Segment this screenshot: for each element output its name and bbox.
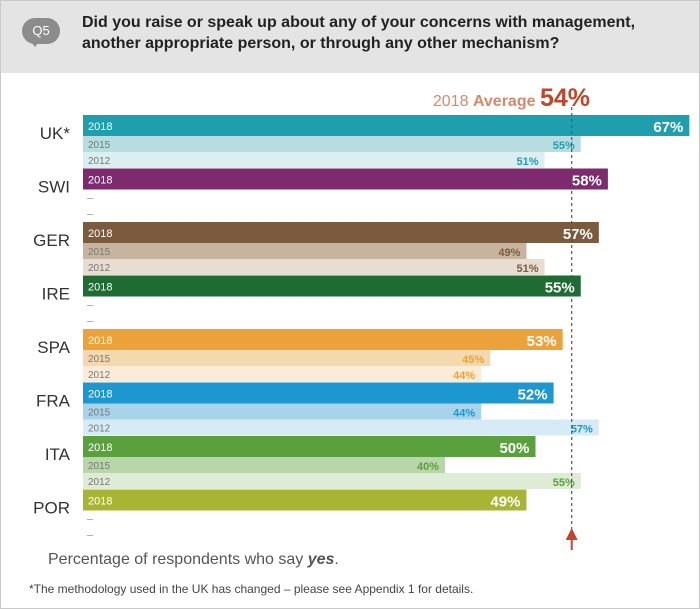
bar-ger-2012 bbox=[83, 259, 545, 275]
year-label-uk-2015: 2015 bbox=[88, 140, 111, 151]
average-label: 2018 Average 54% bbox=[433, 84, 590, 113]
bar-spa-2018 bbox=[83, 329, 563, 350]
year-label-ger-2015: 2015 bbox=[88, 247, 111, 258]
missing-marker-por-2012: – bbox=[87, 530, 94, 542]
average-value: 54% bbox=[539, 84, 590, 112]
year-label-swi-2018: 2018 bbox=[88, 175, 112, 187]
value-label-ger-2012: 51% bbox=[517, 263, 539, 275]
subtitle-pre: Percentage of respondents who say bbox=[48, 551, 308, 568]
country-label-fra: FRA bbox=[36, 392, 71, 411]
year-label-uk-2012: 2012 bbox=[88, 156, 111, 167]
bar-por-2018 bbox=[83, 489, 527, 511]
bar-ita-2015 bbox=[83, 457, 445, 473]
bar-ger-2015 bbox=[83, 243, 527, 259]
bar-spa-2015 bbox=[83, 350, 491, 366]
year-label-spa-2018: 2018 bbox=[88, 335, 112, 347]
question-header: Q5 Did you raise or speak up about any o… bbox=[1, 1, 699, 73]
value-label-ger-2015: 49% bbox=[498, 247, 520, 259]
country-label-uk: UK* bbox=[40, 124, 71, 143]
bar-ita-2018 bbox=[83, 436, 536, 457]
bar-uk-2012 bbox=[83, 152, 545, 168]
average-year: 2018 bbox=[432, 93, 469, 110]
value-label-ita-2015: 40% bbox=[417, 461, 439, 473]
value-label-fra-2015: 44% bbox=[453, 408, 475, 420]
question-badge-tail bbox=[28, 38, 42, 47]
year-label-ger-2012: 2012 bbox=[88, 263, 111, 274]
bar-fra-2015 bbox=[83, 403, 482, 420]
year-label-ire-2018: 2018 bbox=[88, 282, 112, 294]
value-label-spa-2012: 44% bbox=[453, 370, 475, 382]
year-label-ita-2012: 2012 bbox=[88, 477, 111, 488]
value-label-ita-2018: 50% bbox=[499, 440, 529, 457]
year-label-fra-2015: 2015 bbox=[88, 408, 111, 419]
value-label-ger-2018: 57% bbox=[563, 226, 593, 243]
bar-swi-2018 bbox=[83, 168, 608, 190]
value-label-uk-2015: 55% bbox=[553, 140, 575, 152]
bar-uk-2015 bbox=[83, 136, 581, 152]
bar-fra-2018 bbox=[83, 382, 554, 404]
average-arrow-head bbox=[565, 528, 578, 540]
bar-spa-2012 bbox=[83, 366, 482, 382]
subtitle-post: . bbox=[334, 551, 339, 568]
value-label-uk-2018: 67% bbox=[653, 119, 683, 136]
missing-marker-por-2015: – bbox=[87, 514, 94, 526]
average-word: Average bbox=[472, 93, 536, 110]
subtitle-emphasis: yes bbox=[307, 551, 335, 568]
country-label-spa: SPA bbox=[37, 338, 70, 357]
value-label-spa-2018: 53% bbox=[527, 333, 557, 350]
country-label-ger: GER bbox=[33, 231, 70, 250]
year-label-ita-2015: 2015 bbox=[88, 461, 111, 472]
chart-subtitle: Percentage of respondents who say yes. bbox=[48, 551, 339, 569]
footnote: *The methodology used in the UK has chan… bbox=[29, 582, 474, 596]
year-label-fra-2018: 2018 bbox=[88, 389, 112, 401]
year-label-fra-2012: 2012 bbox=[88, 424, 111, 435]
bar-fra-2012 bbox=[83, 419, 599, 436]
question-text: Did you raise or speak up about any of y… bbox=[82, 14, 636, 52]
year-label-ger-2018: 2018 bbox=[88, 228, 112, 240]
country-label-ita: ITA bbox=[45, 445, 71, 464]
missing-marker-ire-2015: – bbox=[87, 300, 94, 312]
value-label-spa-2015: 45% bbox=[462, 354, 484, 366]
missing-marker-swi-2012: – bbox=[87, 209, 94, 221]
bar-ita-2012 bbox=[83, 473, 581, 489]
country-label-swi: SWI bbox=[38, 178, 70, 197]
missing-marker-ire-2012: – bbox=[87, 316, 94, 328]
bar-uk-2018 bbox=[83, 115, 690, 136]
year-label-spa-2015: 2015 bbox=[88, 354, 111, 365]
value-label-swi-2018: 58% bbox=[572, 173, 602, 190]
country-label-por: POR bbox=[33, 499, 70, 518]
year-label-spa-2012: 2012 bbox=[88, 370, 111, 381]
value-label-fra-2018: 52% bbox=[518, 387, 548, 404]
bar-ger-2018 bbox=[83, 222, 599, 243]
year-label-uk-2018: 2018 bbox=[88, 121, 112, 133]
value-label-fra-2012: 57% bbox=[571, 424, 593, 436]
value-label-por-2018: 49% bbox=[490, 494, 520, 511]
country-label-ire: IRE bbox=[42, 285, 70, 304]
value-label-ita-2012: 55% bbox=[553, 477, 575, 489]
bar-ire-2018 bbox=[83, 275, 581, 297]
missing-marker-swi-2015: – bbox=[87, 193, 94, 205]
year-label-por-2018: 2018 bbox=[88, 496, 112, 508]
year-label-ita-2018: 2018 bbox=[88, 442, 112, 454]
value-label-uk-2012: 51% bbox=[517, 156, 539, 168]
value-label-ire-2018: 55% bbox=[545, 280, 575, 297]
